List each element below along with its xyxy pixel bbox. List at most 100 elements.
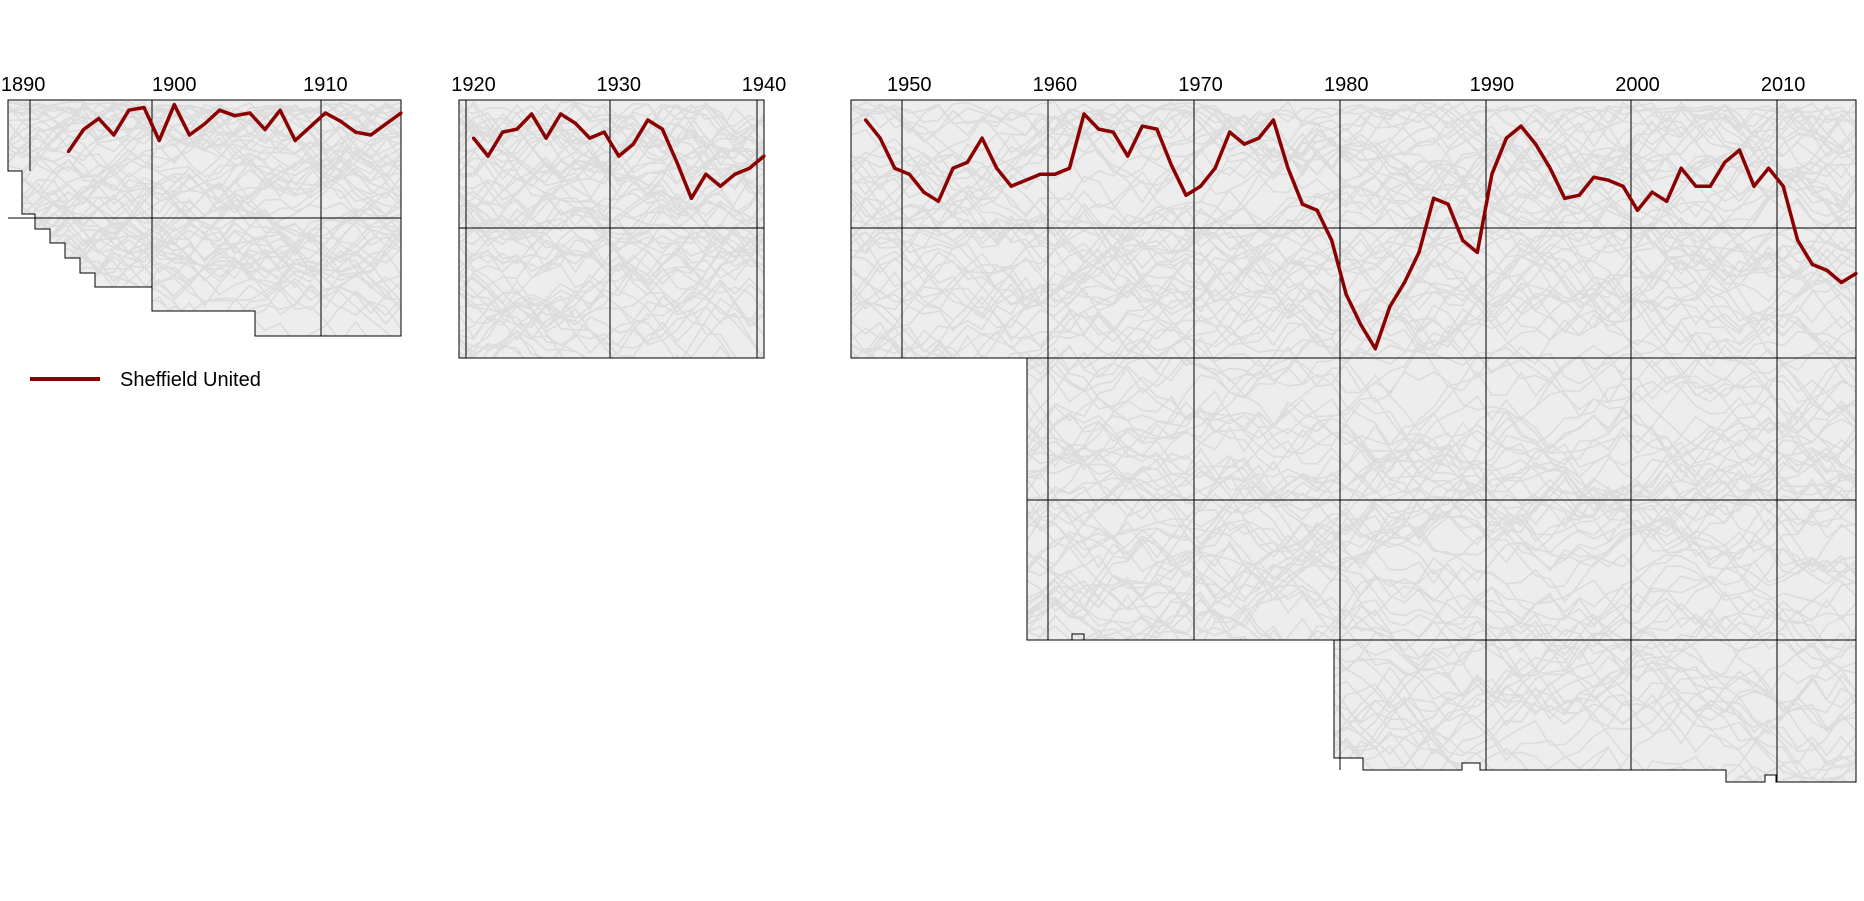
data-point xyxy=(980,136,984,140)
data-point xyxy=(1257,136,1261,140)
data-point xyxy=(1825,268,1829,272)
data-point xyxy=(293,138,297,143)
data-point xyxy=(1577,193,1581,197)
data-point xyxy=(936,199,941,203)
data-point xyxy=(112,133,116,137)
background-team-line xyxy=(8,104,401,300)
data-point xyxy=(631,142,635,146)
background-team-line xyxy=(8,217,401,292)
data-point xyxy=(1024,178,1028,182)
data-point xyxy=(1635,208,1640,212)
background-team-line xyxy=(459,104,764,182)
background-team-line xyxy=(459,289,764,358)
background-team-line xyxy=(8,122,401,246)
background-team-line xyxy=(851,103,1856,187)
data-point xyxy=(588,136,592,140)
data-point xyxy=(1475,250,1479,254)
background-team-line xyxy=(851,101,1856,330)
data-point xyxy=(951,166,955,170)
data-point xyxy=(1563,196,1567,200)
data-point xyxy=(1781,184,1785,188)
data-point xyxy=(1534,142,1538,146)
data-point xyxy=(308,125,312,129)
panel-border xyxy=(7,99,402,337)
background-team-line xyxy=(459,161,764,229)
data-point xyxy=(369,133,373,137)
data-point xyxy=(354,130,358,134)
data-point xyxy=(1082,112,1086,116)
background-team-line xyxy=(8,184,401,268)
data-point xyxy=(660,127,664,131)
data-point xyxy=(263,127,267,132)
background-team-line xyxy=(8,104,401,168)
data-point xyxy=(762,154,766,158)
background-team-line xyxy=(459,362,764,464)
data-point xyxy=(1067,166,1072,170)
legend-label-sheffield-united: Sheffield United xyxy=(120,369,261,391)
data-point xyxy=(1169,163,1173,167)
data-point xyxy=(1592,175,1596,179)
background-team-line xyxy=(459,150,764,231)
background-team-line xyxy=(8,181,401,274)
data-point xyxy=(66,149,71,154)
data-point xyxy=(733,172,737,176)
background-team-line xyxy=(851,163,1856,342)
background-team-line xyxy=(851,203,1856,378)
background-team-line xyxy=(8,101,401,143)
data-point xyxy=(559,112,563,116)
background-team-line xyxy=(851,215,1856,416)
background-team-line xyxy=(8,103,401,145)
background-team-line xyxy=(851,101,1856,184)
background-team-line xyxy=(459,297,764,358)
data-point xyxy=(1009,184,1013,188)
background-team-line xyxy=(459,103,764,175)
background-team-line xyxy=(8,104,401,163)
data-point xyxy=(922,190,926,194)
data-point xyxy=(1038,172,1042,176)
data-point xyxy=(338,119,343,123)
data-point xyxy=(1271,118,1275,122)
data-point xyxy=(1461,238,1465,242)
data-point xyxy=(1708,184,1712,188)
data-point xyxy=(486,154,490,158)
data-point xyxy=(187,133,191,137)
background-team-line xyxy=(459,299,764,358)
background-team-line xyxy=(459,208,764,358)
background-team-line xyxy=(459,228,764,279)
data-point xyxy=(530,112,534,116)
data-point xyxy=(1344,292,1348,297)
background-team-line xyxy=(459,314,764,358)
background-team-line xyxy=(459,104,764,167)
data-point xyxy=(1417,250,1421,254)
data-point xyxy=(878,136,882,140)
x-tick-label: 1950 xyxy=(887,74,932,96)
data-point xyxy=(893,166,897,170)
data-point xyxy=(1140,124,1144,128)
background-team-line xyxy=(851,165,1856,264)
data-point xyxy=(1548,166,1552,170)
background-team-lines xyxy=(8,101,401,336)
panel-border xyxy=(458,99,765,359)
background-team-line xyxy=(459,161,764,221)
background-team-line xyxy=(851,195,1856,382)
data-point xyxy=(544,136,548,140)
data-point xyxy=(1286,166,1290,170)
background-team-line xyxy=(459,144,764,241)
background-team-line xyxy=(8,198,401,275)
data-point xyxy=(1679,166,1683,170)
data-point xyxy=(747,166,752,170)
data-point xyxy=(1737,148,1742,152)
background-team-line xyxy=(851,164,1856,359)
background-team-line xyxy=(459,178,764,273)
panel-border xyxy=(850,99,1857,783)
data-point xyxy=(1504,136,1508,140)
background-team-line xyxy=(8,229,401,291)
data-point xyxy=(127,108,131,112)
background-team-line xyxy=(8,101,401,163)
x-tick-label: 1980 xyxy=(1324,74,1369,96)
data-point xyxy=(1767,166,1771,170)
background-team-line xyxy=(851,100,1856,269)
data-point xyxy=(995,166,999,170)
x-tick-label: 1960 xyxy=(1033,74,1078,96)
data-point xyxy=(172,103,176,107)
